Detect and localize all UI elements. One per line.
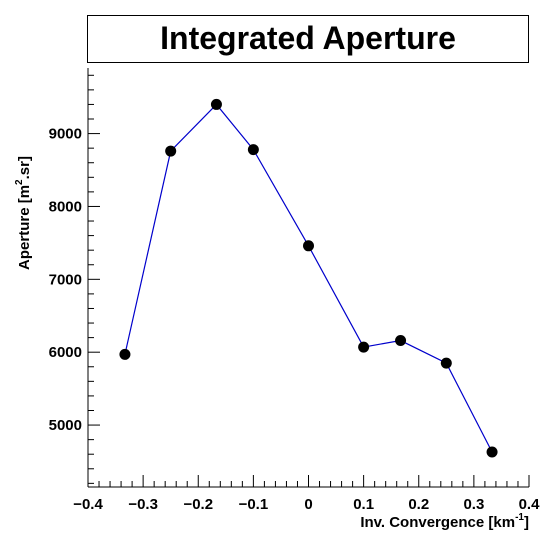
data-point xyxy=(165,145,177,157)
x-axis-title-main: Inv. Convergence [km xyxy=(360,514,515,531)
data-point xyxy=(358,341,370,353)
y-axis-title-sup: 2 xyxy=(14,179,25,185)
y-tick-label: 6000 xyxy=(49,344,82,361)
y-axis-title-end: .sr] xyxy=(16,156,33,179)
y-axis-title: Aperture [m2.sr] xyxy=(14,156,33,270)
data-point xyxy=(247,144,259,156)
chart-title: Integrated Aperture xyxy=(160,20,456,56)
series-line xyxy=(124,103,493,453)
x-tick-label: −0.4 xyxy=(73,496,103,513)
x-tick-label: 0.3 xyxy=(463,496,484,513)
plot-frame xyxy=(87,68,529,488)
x-tick-label: −0.3 xyxy=(128,496,158,513)
y-tick-label: 9000 xyxy=(49,126,82,143)
x-tick-label: 0.1 xyxy=(353,496,374,513)
y-tick-label: 5000 xyxy=(49,417,82,434)
data-point xyxy=(395,335,407,347)
y-axis-title-main: Aperture [m xyxy=(16,185,33,270)
data-point xyxy=(440,357,452,369)
data-point xyxy=(119,348,131,360)
y-tick-label: 8000 xyxy=(49,198,82,215)
x-axis-title-sup: -1 xyxy=(515,512,524,523)
x-axis-title-end: ] xyxy=(524,514,529,531)
y-ticks: 5000 6000 7000 8000 9000 xyxy=(49,74,100,484)
data-point xyxy=(210,98,222,110)
x-tick-label: −0.1 xyxy=(239,496,269,513)
data-point xyxy=(303,240,314,252)
x-ticks: −0.4 −0.3 −0.2 −0.1 0 0.1 0.2 0.3 0.4 xyxy=(73,475,540,513)
x-tick-label: 0.2 xyxy=(408,496,429,513)
x-tick-label: −0.2 xyxy=(183,496,213,513)
data-point xyxy=(486,446,498,458)
title-box: Integrated Aperture xyxy=(87,15,529,63)
series-layer xyxy=(119,98,498,458)
x-tick-label: 0.4 xyxy=(519,496,541,513)
x-axis-title: Inv. Convergence [km-1] xyxy=(360,512,529,531)
x-tick-label: 0 xyxy=(304,496,312,513)
y-tick-label: 7000 xyxy=(49,271,82,288)
